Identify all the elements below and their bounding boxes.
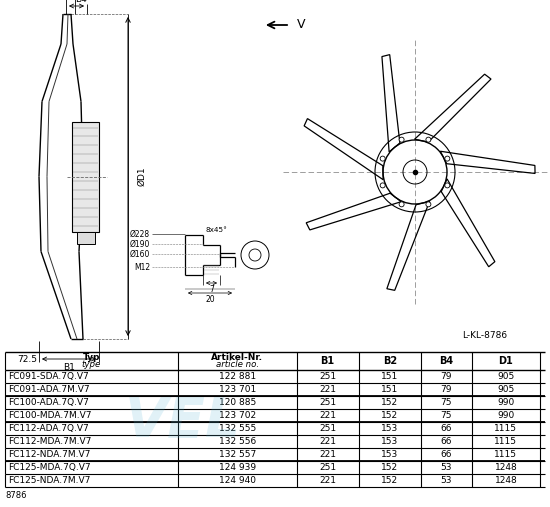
Text: 124 939: 124 939 <box>219 463 256 472</box>
Text: 153: 153 <box>381 424 398 433</box>
Text: 905: 905 <box>497 385 514 394</box>
Text: Ø190: Ø190 <box>130 239 150 248</box>
Text: 251: 251 <box>319 372 336 381</box>
Text: 251: 251 <box>319 424 336 433</box>
Text: 1248: 1248 <box>494 476 517 485</box>
Bar <box>77 232 95 243</box>
Text: 153: 153 <box>381 450 398 459</box>
Text: 152: 152 <box>381 463 398 472</box>
Circle shape <box>380 183 385 188</box>
Text: ØD1: ØD1 <box>138 167 146 186</box>
Circle shape <box>445 156 450 161</box>
Polygon shape <box>39 14 83 339</box>
Text: 8x45°: 8x45° <box>205 227 227 233</box>
Text: 132 555: 132 555 <box>218 424 256 433</box>
Text: 221: 221 <box>319 450 336 459</box>
Text: V: V <box>297 18 305 30</box>
Text: 8786: 8786 <box>5 491 26 500</box>
Text: 221: 221 <box>319 385 336 394</box>
Text: 72.5: 72.5 <box>17 354 37 364</box>
Text: VEL: VEL <box>125 395 241 449</box>
Text: B1: B1 <box>321 356 335 366</box>
Text: 75: 75 <box>441 398 452 407</box>
Circle shape <box>445 183 450 188</box>
Text: L-KL-8786: L-KL-8786 <box>462 331 507 340</box>
Text: FC100-ADA.7Q.V7: FC100-ADA.7Q.V7 <box>8 398 89 407</box>
Text: B4: B4 <box>439 356 454 366</box>
Text: 20: 20 <box>205 295 215 304</box>
Text: 990: 990 <box>497 411 514 420</box>
Text: 153: 153 <box>381 437 398 446</box>
Text: 1248: 1248 <box>494 463 517 472</box>
Text: article no.: article no. <box>216 360 258 369</box>
Text: M12: M12 <box>134 263 150 272</box>
Text: 251: 251 <box>319 463 336 472</box>
Text: 75: 75 <box>441 411 452 420</box>
Text: B2: B2 <box>383 356 397 366</box>
Text: type: type <box>82 360 101 369</box>
Circle shape <box>380 156 385 161</box>
Text: 66: 66 <box>441 450 452 459</box>
Text: 221: 221 <box>319 476 336 485</box>
Text: 1115: 1115 <box>494 450 518 459</box>
Text: 152: 152 <box>381 476 398 485</box>
Text: 221: 221 <box>319 411 336 420</box>
Text: FC091-SDA.7Q.V7: FC091-SDA.7Q.V7 <box>8 372 89 381</box>
Text: 66: 66 <box>441 437 452 446</box>
Circle shape <box>399 137 404 142</box>
Text: B1: B1 <box>63 363 75 372</box>
Text: 79: 79 <box>441 372 452 381</box>
Text: 79: 79 <box>441 385 452 394</box>
Circle shape <box>426 202 431 207</box>
Text: 120 885: 120 885 <box>218 398 256 407</box>
Text: 152: 152 <box>381 398 398 407</box>
Text: FC091-ADA.7M.V7: FC091-ADA.7M.V7 <box>8 385 90 394</box>
Text: 1115: 1115 <box>494 437 518 446</box>
Text: 66: 66 <box>441 424 452 433</box>
Text: Ø160: Ø160 <box>130 249 150 259</box>
Text: 132 556: 132 556 <box>218 437 256 446</box>
Text: 152: 152 <box>381 411 398 420</box>
Text: FC112-MDA.7M.V7: FC112-MDA.7M.V7 <box>8 437 91 446</box>
Circle shape <box>399 202 404 207</box>
Text: FC112-ADA.7Q.V7: FC112-ADA.7Q.V7 <box>8 424 89 433</box>
Text: 151: 151 <box>381 385 398 394</box>
Text: 905: 905 <box>497 372 514 381</box>
Text: 251: 251 <box>319 398 336 407</box>
Bar <box>72 122 99 232</box>
Text: D1: D1 <box>498 356 513 366</box>
Text: 123 701: 123 701 <box>218 385 256 394</box>
Text: 7: 7 <box>209 284 214 294</box>
Text: 124 940: 124 940 <box>219 476 256 485</box>
Text: Typ: Typ <box>82 353 100 362</box>
Text: 990: 990 <box>497 398 514 407</box>
Text: FC100-MDA.7M.V7: FC100-MDA.7M.V7 <box>8 411 91 420</box>
Text: B4: B4 <box>75 0 86 4</box>
Text: 151: 151 <box>381 372 398 381</box>
Text: FC125-NDA.7M.V7: FC125-NDA.7M.V7 <box>8 476 90 485</box>
Text: FC112-NDA.7M.V7: FC112-NDA.7M.V7 <box>8 450 90 459</box>
Circle shape <box>426 137 431 142</box>
Text: 53: 53 <box>441 463 452 472</box>
Text: FC125-MDA.7Q.V7: FC125-MDA.7Q.V7 <box>8 463 91 472</box>
Text: 122 881: 122 881 <box>219 372 256 381</box>
Text: 221: 221 <box>319 437 336 446</box>
Text: Artikel-Nr.: Artikel-Nr. <box>211 353 263 362</box>
Text: 123 702: 123 702 <box>219 411 256 420</box>
Text: 1115: 1115 <box>494 424 518 433</box>
Text: 53: 53 <box>441 476 452 485</box>
Text: 132 557: 132 557 <box>218 450 256 459</box>
Text: Ø228: Ø228 <box>130 230 150 238</box>
